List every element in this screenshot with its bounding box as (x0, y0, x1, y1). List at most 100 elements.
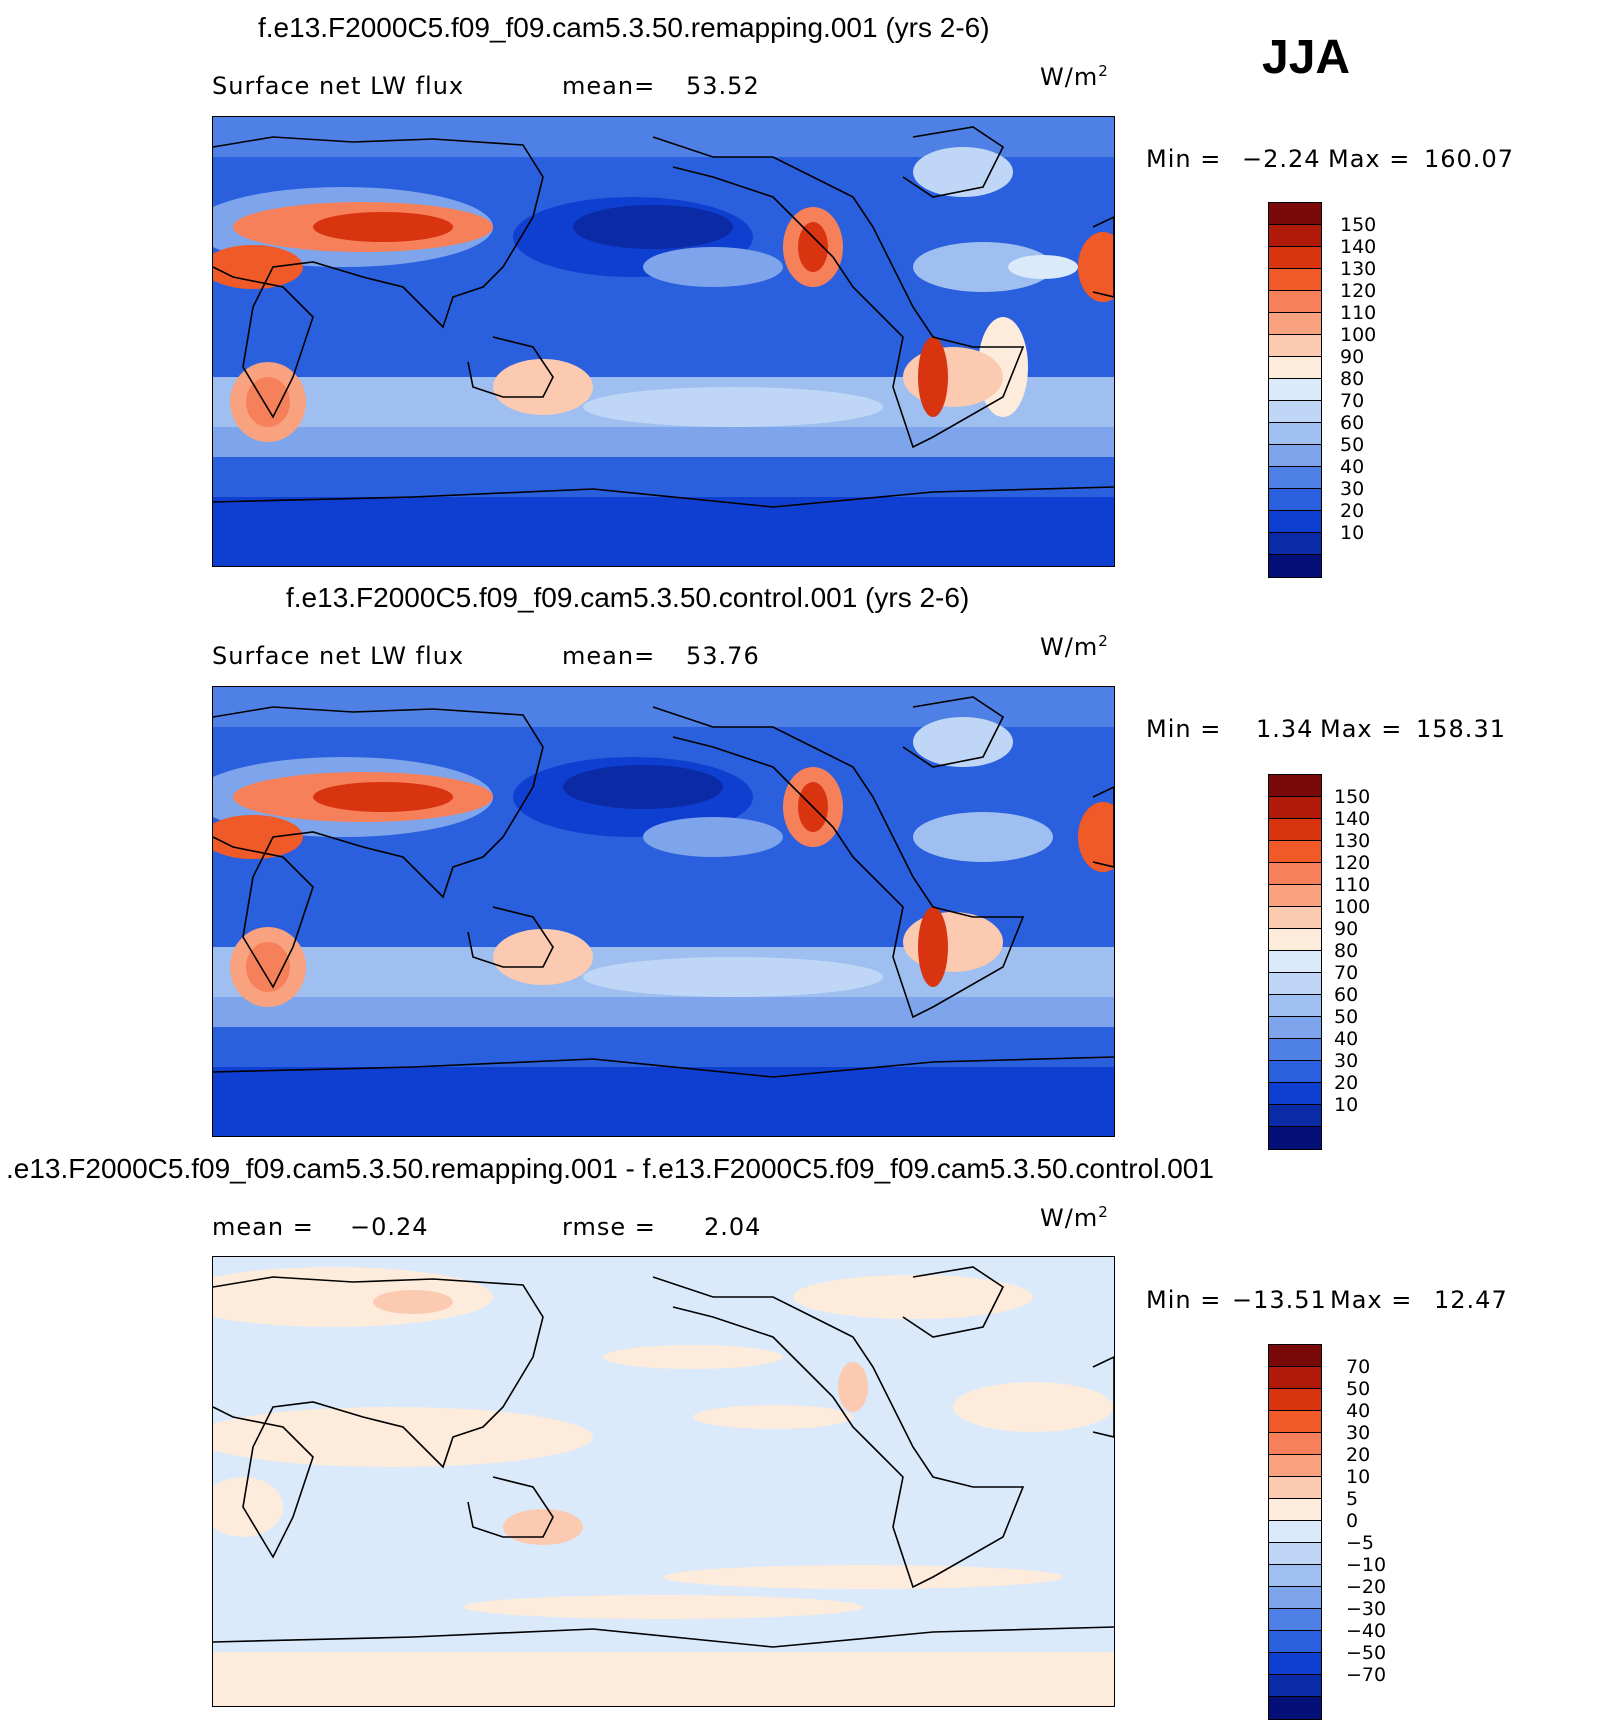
colorbar-swatch (1269, 1587, 1321, 1609)
colorbar-tick-label: 140 (1340, 236, 1377, 258)
colorbar-tick-label: 80 (1334, 940, 1359, 962)
panel3-max-label: Max = (1330, 1286, 1413, 1314)
panel1-min-label: Min = (1146, 145, 1222, 173)
colorbar-swatch (1269, 1631, 1321, 1653)
colorbar-tick-label: 140 (1334, 808, 1371, 830)
colorbar-swatch (1269, 995, 1321, 1017)
panel3-max-value: 12.47 (1434, 1286, 1508, 1314)
panel2-title: f.e13.F2000C5.f09_f09.cam5.3.50.control.… (286, 582, 970, 613)
colorbar-tick-label: 40 (1334, 1028, 1359, 1050)
colorbar-swatch (1269, 951, 1321, 973)
colorbar-swatch (1269, 1345, 1321, 1367)
colorbar-tick-label: 100 (1334, 896, 1371, 918)
colorbar-swatch (1269, 1411, 1321, 1433)
colorbar-swatch (1269, 1367, 1321, 1389)
colorbar-tick-label: 150 (1334, 786, 1371, 808)
panel1-colorbar (1268, 202, 1322, 578)
colorbar-swatch (1269, 1039, 1321, 1061)
colorbar-tick-label: 70 (1340, 390, 1365, 412)
panel2-units: W/m2 (1040, 632, 1109, 661)
colorbar-swatch (1269, 203, 1321, 225)
colorbar-tick-label: 10 (1334, 1094, 1359, 1116)
panel3-title: .e13.F2000C5.f09_f09.cam5.3.50.remapping… (6, 1153, 1214, 1184)
colorbar-tick-label: 70 (1346, 1356, 1371, 1378)
colorbar-swatch (1269, 1477, 1321, 1499)
colorbar-tick-label: 150 (1340, 214, 1377, 236)
colorbar-tick-label: 50 (1340, 434, 1365, 456)
colorbar-tick-label: 110 (1334, 874, 1371, 896)
panel1-mean-label: mean= (562, 72, 656, 100)
panel3-mean-label: mean = (212, 1213, 314, 1241)
panel1-units: W/m2 (1040, 62, 1109, 91)
colorbar-swatch (1269, 467, 1321, 489)
panel1-max-value: 160.07 (1424, 145, 1514, 173)
panel2-max-label: Max = (1320, 715, 1403, 743)
colorbar-tick-label: 30 (1340, 478, 1365, 500)
colorbar-swatch (1269, 797, 1321, 819)
colorbar-swatch (1269, 401, 1321, 423)
colorbar-swatch (1269, 1389, 1321, 1411)
colorbar-tick-label: 5 (1346, 1488, 1359, 1510)
panel2-mean-label: mean= (562, 642, 656, 670)
colorbar-tick-label: 120 (1340, 280, 1377, 302)
colorbar-swatch (1269, 445, 1321, 467)
panel2-map (212, 686, 1115, 1137)
colorbar-swatch (1269, 1083, 1321, 1105)
colorbar-swatch (1269, 1017, 1321, 1039)
panel1-title: f.e13.F2000C5.f09_f09.cam5.3.50.remappin… (258, 12, 990, 43)
colorbar-tick-label: 70 (1334, 962, 1359, 984)
colorbar-tick-label: 10 (1340, 522, 1365, 544)
colorbar-swatch (1269, 1697, 1321, 1719)
panel3-min-value: −13.51 (1232, 1286, 1327, 1314)
panel2-mean-value: 53.76 (686, 642, 760, 670)
colorbar-swatch (1269, 1499, 1321, 1521)
colorbar-tick-label: 40 (1346, 1400, 1371, 1422)
colorbar-swatch (1269, 1543, 1321, 1565)
colorbar-swatch (1269, 863, 1321, 885)
colorbar-tick-label: −30 (1346, 1598, 1387, 1620)
colorbar-swatch (1269, 533, 1321, 555)
colorbar-swatch (1269, 225, 1321, 247)
colorbar-swatch (1269, 269, 1321, 291)
colorbar-tick-label: −20 (1346, 1576, 1387, 1598)
colorbar-swatch (1269, 775, 1321, 797)
panel2-colorbar (1268, 774, 1322, 1150)
colorbar-swatch (1269, 357, 1321, 379)
colorbar-swatch (1269, 1127, 1321, 1149)
colorbar-tick-label: 30 (1334, 1050, 1359, 1072)
colorbar-tick-label: 50 (1346, 1378, 1371, 1400)
panel3-units: W/m2 (1040, 1203, 1109, 1232)
colorbar-tick-label: 20 (1346, 1444, 1371, 1466)
colorbar-tick-label: 30 (1346, 1422, 1371, 1444)
colorbar-tick-label: −10 (1346, 1554, 1387, 1576)
colorbar-tick-label: 80 (1340, 368, 1365, 390)
panel3-rmse-value: 2.04 (704, 1213, 762, 1241)
panel1-max-label: Max = (1328, 145, 1411, 173)
colorbar-tick-label: 100 (1340, 324, 1377, 346)
colorbar-tick-label: 90 (1340, 346, 1365, 368)
colorbar-swatch (1269, 1609, 1321, 1631)
colorbar-swatch (1269, 1675, 1321, 1697)
colorbar-tick-label: 40 (1340, 456, 1365, 478)
colorbar-tick-label: 20 (1340, 500, 1365, 522)
colorbar-swatch (1269, 819, 1321, 841)
panel3-rmse-label: rmse = (562, 1213, 656, 1241)
colorbar-swatch (1269, 929, 1321, 951)
colorbar-swatch (1269, 423, 1321, 445)
panel3-colorbar (1268, 1344, 1322, 1720)
colorbar-swatch (1269, 1565, 1321, 1587)
colorbar-swatch (1269, 1105, 1321, 1127)
panel1-mean-value: 53.52 (686, 72, 760, 100)
colorbar-tick-label: 0 (1346, 1510, 1359, 1532)
colorbar-tick-label: 20 (1334, 1072, 1359, 1094)
panel3-mean-value: −0.24 (350, 1213, 429, 1241)
colorbar-swatch (1269, 291, 1321, 313)
season-label: JJA (1262, 31, 1351, 84)
colorbar-swatch (1269, 907, 1321, 929)
panel2-min-value: 1.34 (1256, 715, 1314, 743)
colorbar-swatch (1269, 885, 1321, 907)
panel2-min-label: Min = (1146, 715, 1222, 743)
colorbar-tick-label: 50 (1334, 1006, 1359, 1028)
colorbar-tick-label: −50 (1346, 1642, 1387, 1664)
colorbar-tick-label: 130 (1334, 830, 1371, 852)
